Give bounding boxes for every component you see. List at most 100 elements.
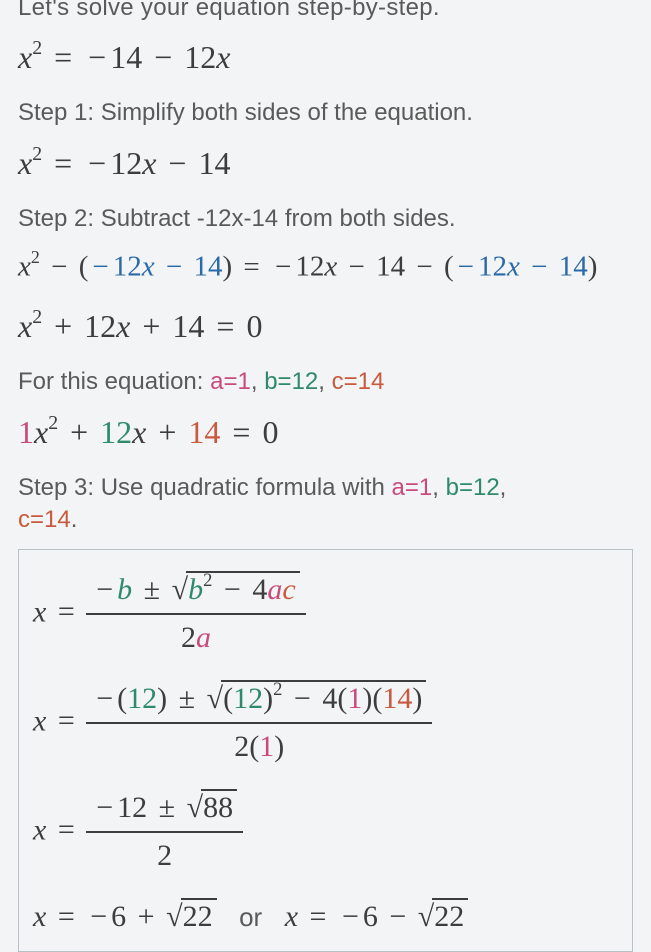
b2: b xyxy=(188,573,203,606)
six1: 6 xyxy=(111,900,126,933)
open4: ( xyxy=(372,682,382,715)
disc: 88 xyxy=(201,789,237,824)
a-val: 1 xyxy=(237,368,250,395)
bv2: 12 xyxy=(233,682,263,715)
prefix: For this equation: xyxy=(18,368,210,395)
coef1: 12 xyxy=(113,251,142,283)
open5: ( xyxy=(249,730,259,763)
simplified-formula: x = −12 ± √88 2 xyxy=(33,788,618,877)
var: x xyxy=(142,145,156,181)
eq: = xyxy=(54,813,79,846)
neg: − xyxy=(92,573,117,606)
intro-text: Let's solve your equation step-by-step. xyxy=(18,0,633,22)
b-val: 12 xyxy=(292,368,319,395)
neg2: − xyxy=(338,900,363,933)
exp: 2 xyxy=(32,306,42,328)
x: x xyxy=(18,251,31,283)
coef2: 12 xyxy=(295,251,324,283)
two: 2 xyxy=(234,730,249,763)
x: x xyxy=(33,813,46,846)
c1: 14 xyxy=(193,251,222,283)
b-val: 12 xyxy=(473,474,500,501)
coeffs-line: For this equation: a=1, b=12, c=14 xyxy=(18,366,633,398)
pm: ± xyxy=(175,682,199,715)
minus: − xyxy=(164,145,190,181)
eq: = xyxy=(212,308,238,344)
fraction: −12 ± √88 2 xyxy=(86,788,243,877)
eq1: = xyxy=(54,900,79,933)
solution-box: x = −b ± √b2 − 4ac 2a x = −(12) ± √(12)2… xyxy=(18,549,633,952)
step1-label: Step 1: Simplify both sides of the equat… xyxy=(18,97,633,129)
two: 2 xyxy=(157,839,172,872)
av2: 1 xyxy=(259,730,274,763)
cv: 14 xyxy=(382,682,412,715)
neg: − xyxy=(88,251,112,283)
m4: − xyxy=(412,251,436,283)
minus: − xyxy=(47,251,71,283)
two: 2 xyxy=(181,621,196,654)
coef3: 12 xyxy=(478,251,507,283)
or-text: or xyxy=(239,902,262,932)
eq: = xyxy=(228,414,254,450)
x2: x xyxy=(132,414,146,450)
four: 4 xyxy=(322,682,337,715)
exp: 2 xyxy=(32,143,42,165)
close: ) xyxy=(157,682,167,715)
substituted-formula: x = −(12) ± √(12)2 − 4(1)(14) 2(1) xyxy=(33,679,618,768)
c-label: c= xyxy=(332,368,358,395)
plus: + xyxy=(66,414,92,450)
x1: x xyxy=(33,900,46,933)
b: b xyxy=(117,573,132,606)
sep1: , xyxy=(251,368,264,395)
c3: 14 xyxy=(559,251,588,283)
exp: 2 xyxy=(48,412,58,434)
close: ) xyxy=(222,251,232,283)
quadratic-formula: x = −b ± √b2 − 4ac 2a xyxy=(33,570,618,659)
m3: − xyxy=(345,251,369,283)
neg2: − xyxy=(271,251,295,283)
close5: ) xyxy=(274,730,284,763)
v1: x xyxy=(142,251,155,283)
plus2: + xyxy=(154,414,180,450)
coef: 12 xyxy=(84,308,116,344)
exp: 2 xyxy=(32,37,42,59)
open2: ( xyxy=(444,251,454,283)
open3: ( xyxy=(337,682,347,715)
fraction: −(12) ± √(12)2 − 4(1)(14) 2(1) xyxy=(86,679,432,768)
v: x xyxy=(116,308,130,344)
final-answers: x = −6 + √22 or x = −6 − √22 xyxy=(33,897,618,938)
pm: ± xyxy=(140,573,164,606)
x: x xyxy=(18,308,32,344)
plus: + xyxy=(50,308,76,344)
m2: − xyxy=(162,251,186,283)
prefix: Step 3: Use quadratic formula with xyxy=(18,474,392,501)
close2: ) xyxy=(263,682,273,715)
eq: = xyxy=(54,595,79,628)
a-label: a= xyxy=(392,474,419,501)
m5: − xyxy=(527,251,551,283)
c: 14 xyxy=(172,308,204,344)
step2-label: Step 2: Subtract -12x-14 from both sides… xyxy=(18,203,633,235)
original-equation: x2 = −14 − 12x xyxy=(18,36,633,79)
a-label: a= xyxy=(210,368,237,395)
var: x xyxy=(18,39,32,75)
zero: 0 xyxy=(246,308,262,344)
minus: − xyxy=(150,39,176,75)
minus: − xyxy=(220,573,245,606)
open2: ( xyxy=(223,682,233,715)
exp: 2 xyxy=(273,679,282,700)
close2: ) xyxy=(588,251,598,283)
step3-label: Step 3: Use quadratic formula with a=1, … xyxy=(18,472,633,537)
minus: − xyxy=(290,682,315,715)
c: 14 xyxy=(198,145,230,181)
c: c xyxy=(282,573,295,606)
a-val: 1 xyxy=(419,474,432,501)
pm: ± xyxy=(155,791,179,824)
eq: = xyxy=(54,704,79,737)
neg: − xyxy=(92,791,117,824)
c-val: 14 xyxy=(44,506,71,533)
period: . xyxy=(71,506,78,533)
c2: 14 xyxy=(376,251,405,283)
open: ( xyxy=(79,251,89,283)
neg1: − xyxy=(86,900,111,933)
